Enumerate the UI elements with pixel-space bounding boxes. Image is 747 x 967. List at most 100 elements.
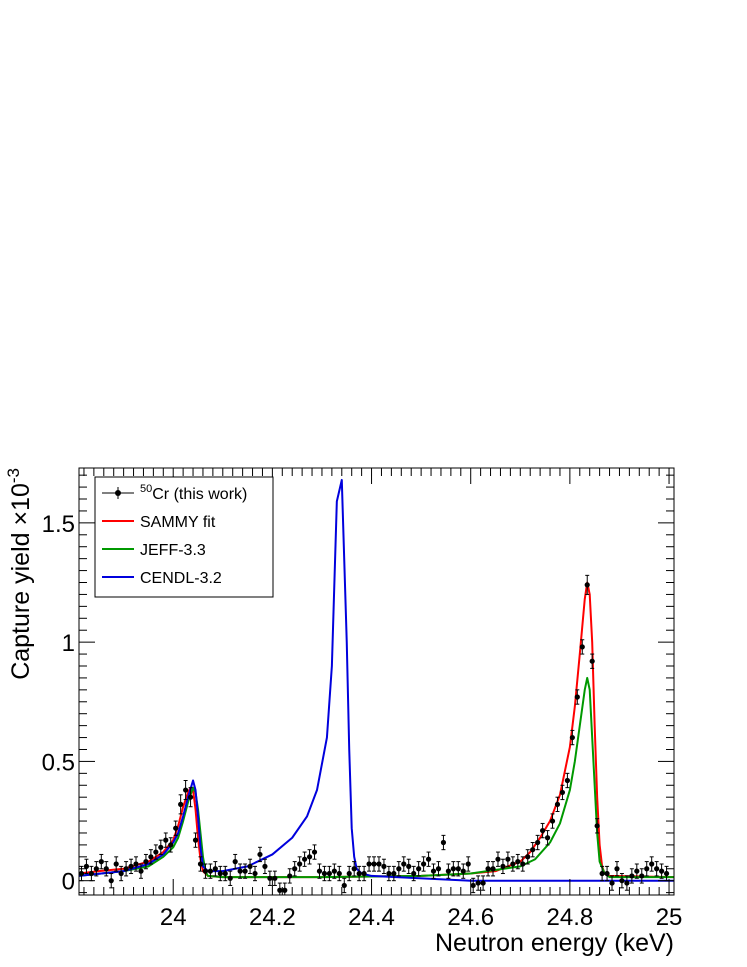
- x-tick-label: 24.2: [249, 904, 296, 931]
- data-point: [510, 856, 516, 872]
- data-marker: [272, 875, 278, 881]
- data-marker: [406, 863, 412, 869]
- data-marker: [202, 868, 209, 874]
- data-marker: [356, 870, 362, 877]
- data-marker: [326, 870, 332, 877]
- data-marker: [530, 847, 536, 853]
- data-point: [535, 834, 541, 851]
- data-marker: [554, 801, 561, 807]
- data-point: [153, 844, 159, 860]
- data-marker: [584, 582, 590, 588]
- data-marker: [113, 861, 119, 867]
- data-marker: [485, 866, 491, 872]
- data-point: [440, 834, 447, 851]
- data-point: [416, 861, 422, 877]
- data-marker: [366, 861, 372, 867]
- data-point: [321, 865, 328, 882]
- data-point: [103, 861, 109, 877]
- data-point: [460, 863, 466, 879]
- data-point: [599, 865, 605, 882]
- data-point: [282, 882, 288, 895]
- data-marker: [277, 887, 283, 893]
- data-point: [589, 653, 595, 669]
- data-marker: [178, 801, 184, 807]
- data-point: [450, 861, 456, 877]
- data-point: [396, 861, 402, 877]
- plot-frame: [78, 467, 675, 896]
- data-point: [435, 861, 442, 877]
- data-point: [113, 856, 119, 872]
- data-marker: [222, 870, 228, 877]
- data-point: [297, 856, 303, 872]
- data-marker: [316, 868, 323, 874]
- data-marker: [133, 861, 139, 867]
- x-axis-title: Neutron energy (keV): [435, 929, 674, 957]
- data-point: [366, 856, 372, 872]
- data-marker: [297, 861, 303, 867]
- data-point: [505, 851, 511, 867]
- data-marker: [579, 644, 585, 650]
- data-point: [495, 851, 501, 867]
- legend-label: 50Cr (this work): [140, 483, 247, 503]
- data-marker: [564, 777, 570, 784]
- data-point: [143, 853, 149, 870]
- data-marker: [430, 868, 437, 874]
- data-marker: [158, 844, 164, 850]
- data-point: [202, 863, 209, 879]
- data-point: [624, 875, 630, 891]
- y-tick-label: 0: [62, 869, 75, 896]
- data-marker: [549, 818, 556, 824]
- data-point: [619, 873, 625, 889]
- data-marker: [331, 868, 337, 874]
- data-marker: [93, 866, 99, 872]
- data-marker: [292, 866, 298, 872]
- y-axis-title: Capture yield ×10-3: [4, 468, 35, 680]
- data-marker: [440, 839, 447, 846]
- data-marker: [490, 866, 496, 872]
- y-tick-label: 0.5: [42, 749, 75, 776]
- data-point: [187, 787, 194, 808]
- y-tick-label: 1.5: [42, 511, 75, 538]
- data-marker: [435, 866, 442, 872]
- data-point: [425, 851, 432, 867]
- data-point: [401, 856, 407, 872]
- data-marker: [321, 870, 328, 877]
- data-point: [371, 856, 377, 872]
- data-marker: [515, 859, 521, 865]
- data-marker: [644, 866, 650, 872]
- data-point: [163, 832, 169, 848]
- data-point: [559, 784, 566, 801]
- data-marker: [495, 856, 501, 862]
- data-marker: [262, 863, 268, 869]
- data-point: [148, 849, 154, 865]
- data-marker: [604, 870, 610, 877]
- data-point: [485, 861, 491, 877]
- data-marker: [183, 787, 189, 793]
- data-marker: [237, 868, 243, 874]
- data-point: [515, 853, 521, 870]
- data-marker: [663, 870, 670, 877]
- data-marker: [257, 851, 263, 858]
- data-point: [302, 851, 308, 867]
- data-marker: [351, 866, 357, 872]
- data-marker: [79, 870, 85, 877]
- data-point: [168, 837, 174, 853]
- data-marker: [217, 870, 223, 877]
- data-point: [564, 772, 570, 789]
- data-marker: [574, 694, 580, 700]
- data-marker: [475, 880, 481, 886]
- data-marker: [416, 866, 422, 872]
- data-point: [212, 861, 218, 877]
- data-point: [569, 729, 575, 746]
- data-marker: [376, 861, 382, 867]
- data-point: [98, 853, 104, 870]
- data-marker: [287, 873, 293, 879]
- data-marker: [212, 866, 218, 872]
- data-marker: [480, 880, 486, 886]
- x-tick-label: 24.4: [348, 904, 395, 931]
- data-marker: [143, 859, 149, 865]
- legend-label: JEFF-3.3: [140, 542, 206, 559]
- data-marker: [401, 861, 407, 867]
- data-marker: [108, 878, 114, 884]
- data-marker: [470, 882, 476, 889]
